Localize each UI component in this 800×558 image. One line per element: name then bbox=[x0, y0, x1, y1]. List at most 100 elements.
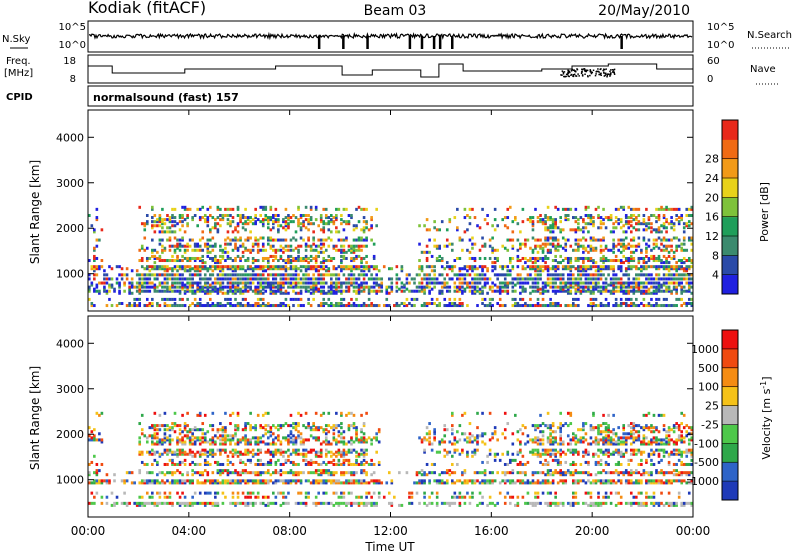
range-gate-cell bbox=[665, 282, 668, 285]
range-gate-cell bbox=[237, 247, 240, 250]
range-gate-cell bbox=[489, 298, 492, 301]
range-gate-cell bbox=[363, 277, 366, 280]
range-gate-cell bbox=[101, 463, 104, 466]
range-gate-cell bbox=[519, 298, 522, 301]
range-gate-cell bbox=[345, 286, 348, 289]
range-gate-cell bbox=[582, 273, 585, 276]
range-gate-cell bbox=[275, 282, 278, 285]
range-gate-cell bbox=[227, 455, 230, 458]
range-gate-cell bbox=[146, 214, 149, 217]
range-gate-cell bbox=[214, 453, 217, 456]
range-gate-cell bbox=[582, 502, 585, 505]
range-gate-cell bbox=[622, 224, 625, 227]
range-gate-cell bbox=[151, 265, 154, 268]
range-gate-cell bbox=[262, 243, 265, 246]
range-gate-cell bbox=[199, 502, 202, 505]
range-gate-cell bbox=[597, 265, 600, 268]
range-gate-cell bbox=[333, 286, 336, 289]
range-gate-cell bbox=[106, 273, 109, 276]
range-gate-cell bbox=[297, 463, 300, 466]
range-gate-cell bbox=[675, 214, 678, 217]
range-gate-cell bbox=[338, 265, 341, 268]
range-gate-cell bbox=[297, 286, 300, 289]
range-gate-cell bbox=[159, 273, 162, 276]
range-gate-cell bbox=[234, 502, 237, 505]
range-gate-cell bbox=[587, 304, 590, 307]
range-gate-cell bbox=[635, 265, 638, 268]
range-gate-cell bbox=[433, 239, 436, 242]
range-gate-cell bbox=[428, 277, 431, 280]
range-gate-cell bbox=[282, 492, 285, 495]
range-gate-cell bbox=[615, 463, 618, 466]
range-gate-cell bbox=[343, 220, 346, 223]
range-gate-cell bbox=[428, 282, 431, 285]
range-gate-cell bbox=[569, 282, 572, 285]
range-gate-cell bbox=[345, 502, 348, 505]
range-gate-cell bbox=[401, 504, 404, 507]
nave-point bbox=[583, 68, 585, 70]
range-gate-cell bbox=[481, 298, 484, 301]
range-gate-cell bbox=[625, 230, 628, 233]
range-gate-cell bbox=[154, 459, 157, 462]
range-gate-cell bbox=[209, 304, 212, 307]
range-gate-cell bbox=[358, 284, 361, 287]
range-gate-cell bbox=[297, 502, 300, 505]
range-gate-cell bbox=[325, 292, 328, 295]
range-gate-cell bbox=[592, 502, 595, 505]
range-gate-cell bbox=[617, 208, 620, 211]
range-gate-cell bbox=[285, 216, 288, 219]
range-gate-cell bbox=[527, 259, 530, 262]
range-gate-cell bbox=[171, 459, 174, 462]
range-gate-cell bbox=[640, 463, 643, 466]
range-gate-cell bbox=[517, 302, 520, 305]
range-gate-cell bbox=[270, 479, 273, 482]
range-gate-cell bbox=[670, 304, 673, 307]
range-gate-cell bbox=[280, 277, 283, 280]
range-gate-cell bbox=[138, 481, 141, 484]
range-gate-cell bbox=[312, 249, 315, 252]
range-gate-cell bbox=[537, 257, 540, 260]
range-gate-cell bbox=[154, 261, 157, 264]
range-gate-cell bbox=[627, 304, 630, 307]
range-gate-cell bbox=[126, 273, 129, 276]
range-gate-cell bbox=[635, 496, 638, 499]
range-gate-cell bbox=[264, 249, 267, 252]
range-gate-cell bbox=[355, 286, 358, 289]
range-gate-cell bbox=[295, 277, 298, 280]
range-gate-cell bbox=[532, 277, 535, 280]
range-gate-cell bbox=[272, 481, 275, 484]
range-gate-cell bbox=[481, 496, 484, 499]
range-gate-cell bbox=[522, 282, 525, 285]
range-gate-cell bbox=[617, 239, 620, 242]
range-gate-cell bbox=[126, 502, 129, 505]
range-gate-cell bbox=[350, 245, 353, 248]
range-gate-cell bbox=[577, 218, 580, 221]
range-gate-cell bbox=[575, 496, 578, 499]
range-gate-cell bbox=[577, 304, 580, 307]
range-gate-cell bbox=[660, 259, 663, 262]
range-gate-cell bbox=[136, 304, 139, 307]
range-gate-cell bbox=[630, 214, 633, 217]
range-gate-cell bbox=[310, 459, 313, 462]
range-gate-cell bbox=[275, 239, 278, 242]
range-gate-cell bbox=[141, 273, 144, 276]
range-gate-cell bbox=[227, 255, 230, 258]
range-gate-cell bbox=[259, 249, 262, 252]
range-gate-cell bbox=[282, 496, 285, 499]
range-gate-cell bbox=[514, 290, 517, 293]
range-gate-cell bbox=[683, 243, 686, 246]
range-gate-cell bbox=[355, 208, 358, 211]
range-gate-cell bbox=[615, 259, 618, 262]
range-gate-cell bbox=[396, 273, 399, 276]
range-gate-cell bbox=[194, 471, 197, 474]
range-gate-cell bbox=[557, 277, 560, 280]
range-gate-cell bbox=[640, 282, 643, 285]
range-gate-cell bbox=[272, 277, 275, 280]
range-gate-cell bbox=[670, 502, 673, 505]
range-gate-cell bbox=[300, 214, 303, 217]
range-gate-cell bbox=[171, 277, 174, 280]
range-gate-cell bbox=[154, 265, 157, 268]
range-gate-cell bbox=[572, 249, 575, 252]
range-gate-cell bbox=[673, 469, 676, 472]
range-gate-cell bbox=[451, 455, 454, 458]
